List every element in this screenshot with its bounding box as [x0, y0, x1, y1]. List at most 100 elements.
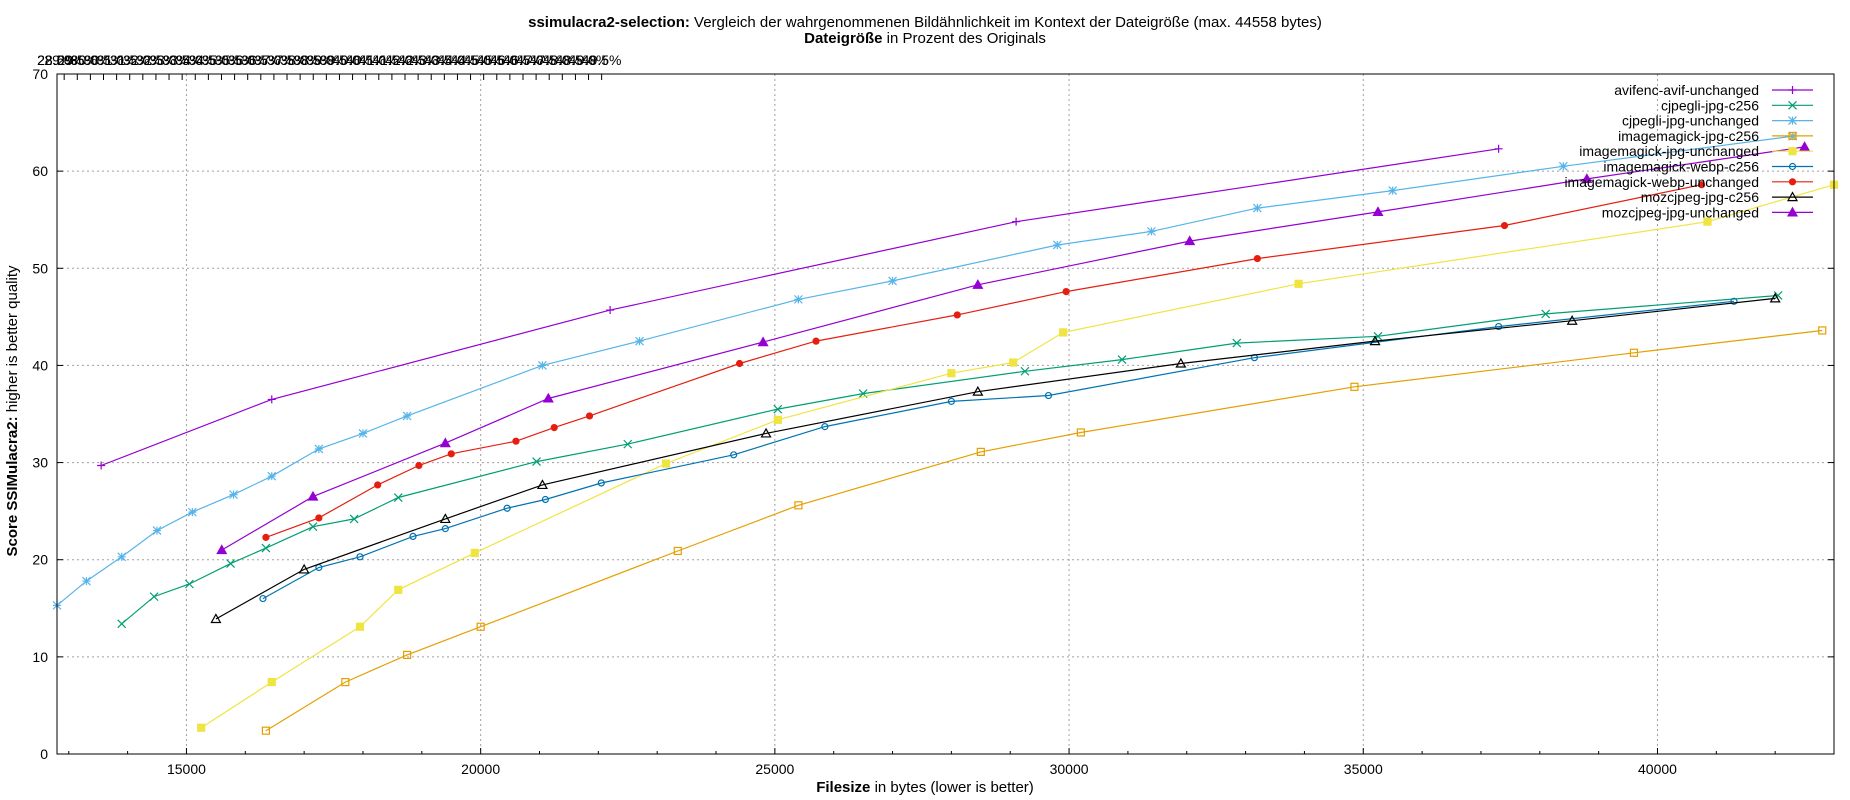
x2-tick-label: 32.5%	[136, 52, 176, 68]
legend-label: mozcjpeg-jpg-c256	[1641, 189, 1759, 205]
chart-subtitle-bold: Dateigröße	[804, 30, 882, 47]
data-point	[1059, 328, 1068, 337]
data-point	[355, 622, 365, 631]
data-point	[1788, 86, 1797, 94]
data-point	[1698, 181, 1706, 189]
legend-item-mozcjpeg-jpg-c256: mozcjpeg-jpg-c256	[1641, 189, 1813, 205]
x-tick-label: 40000	[1638, 761, 1677, 777]
series-mozcjpeg-jpg-c256	[210, 292, 1781, 624]
data-point	[402, 411, 412, 421]
x2-tick-label: 33.0%	[149, 52, 189, 68]
data-point	[184, 579, 194, 589]
y-tick-label: 60	[32, 163, 48, 179]
data-point	[1788, 162, 1797, 171]
data-point	[1773, 291, 1783, 300]
data-point	[773, 415, 782, 424]
y-axis-label: Score SSIMulacra2: higher is better qual…	[4, 265, 21, 556]
x2-tick-label: 41.0%	[359, 52, 399, 68]
data-point	[1786, 191, 1799, 202]
data-point	[532, 457, 541, 467]
data-point	[503, 504, 511, 512]
legend-label: imagemagick-webp-c256	[1603, 159, 1759, 175]
series-line	[265, 329, 1823, 732]
data-point	[356, 553, 364, 561]
data-point	[415, 461, 423, 470]
data-point	[152, 526, 162, 535]
data-point	[1252, 203, 1262, 213]
series-mozcjpeg-jpg-unchanged	[216, 141, 1811, 555]
chart-subtitle-rest: in Prozent des Originals	[882, 30, 1045, 47]
data-point	[1020, 366, 1030, 376]
x2-tick-label: 44.5%	[451, 52, 491, 68]
data-point	[1769, 292, 1781, 303]
series-line	[221, 146, 1805, 551]
legend-label: avifenc-avif-unchanged	[1614, 82, 1759, 98]
data-point	[439, 513, 451, 524]
x2-tick-label: 34.5%	[189, 52, 229, 68]
grid-layer	[57, 74, 1834, 754]
data-point	[341, 678, 350, 687]
y-tick-label: 20	[32, 552, 48, 568]
x2-tick-label: 35.5%	[215, 52, 255, 68]
data-point	[1009, 358, 1018, 367]
chart-title: ssimulacra2-selection: Vergleich der wah…	[528, 14, 1322, 31]
legend: avifenc-avif-unchangedcjpegli-jpg-c256cj…	[1564, 82, 1813, 220]
x2-tick-label: 31.0%	[97, 52, 137, 68]
axes-layer: 0 10 20 30 40 50 60 70 15000 20000 25000 30000 35000…	[32, 52, 1835, 777]
data-point	[757, 336, 769, 347]
data-point	[187, 507, 197, 517]
data-point	[1294, 279, 1303, 288]
data-point	[760, 427, 772, 438]
data-point	[1788, 100, 1797, 110]
legend-item-imagemagick-jpg-unchanged: imagemagick-jpg-unchanged	[1579, 143, 1813, 159]
x2-tick-label: 29.5%	[57, 52, 97, 68]
data-point	[314, 444, 324, 454]
data-point	[1373, 331, 1383, 341]
x2-tick-label: 47.0%	[516, 52, 556, 68]
data-point	[1388, 186, 1398, 195]
x2-tick-label: 46.0%	[490, 52, 530, 68]
data-point	[97, 461, 106, 470]
data-point	[1581, 173, 1593, 184]
x-axis-label-bold: Filesize	[816, 779, 870, 796]
data-point	[439, 437, 451, 448]
data-point	[1232, 338, 1242, 348]
data-point	[210, 613, 222, 624]
data-point	[1175, 357, 1187, 368]
data-point	[403, 650, 412, 660]
data-point	[476, 622, 485, 631]
data-point	[1788, 131, 1797, 140]
data-point	[1788, 116, 1797, 126]
legend-label: cjpegli-jpg-unchanged	[1622, 113, 1759, 129]
legend-item-imagemagick-webp-unchanged: imagemagick-webp-unchanged	[1564, 174, 1813, 190]
data-point	[447, 450, 455, 458]
legend-item-imagemagick-jpg-c256: imagemagick-jpg-c256	[1618, 128, 1813, 144]
x2-tick-label: 28.5%	[37, 52, 77, 68]
series-line	[56, 135, 1793, 606]
series-line	[121, 294, 1779, 625]
data-point	[1788, 178, 1797, 186]
data-point	[267, 678, 276, 687]
data-point	[349, 514, 359, 524]
series-line	[265, 184, 1702, 538]
x-tick-label: 30000	[1050, 761, 1089, 777]
data-point	[1147, 226, 1156, 236]
legend-item-imagemagick-webp-c256: imagemagick-webp-c256	[1603, 159, 1813, 175]
x2-tick-label: 49.5%	[582, 52, 622, 68]
x2-tick-label: 28.0%	[37, 52, 77, 68]
y-tick-label: 40	[32, 357, 48, 373]
data-point	[470, 548, 479, 558]
x2-tick-label: 44.0%	[438, 52, 478, 68]
data-point	[226, 559, 236, 569]
legend-item-cjpegli-jpg-c256: cjpegli-jpg-c256	[1661, 97, 1813, 113]
plot-frame	[56, 73, 1835, 755]
legend-item-avifenc-avif-unchanged: avifenc-avif-unchanged	[1614, 82, 1813, 98]
y-tick-label: 50	[32, 260, 48, 276]
data-point	[773, 404, 783, 414]
x2-tick-label: 47.5%	[529, 52, 569, 68]
series-cjpegli-jpg-c256	[117, 291, 1783, 629]
legend-item-cjpegli-jpg-unchanged: cjpegli-jpg-unchanged	[1622, 113, 1813, 129]
data-point	[394, 585, 403, 594]
data-point	[1703, 217, 1712, 226]
